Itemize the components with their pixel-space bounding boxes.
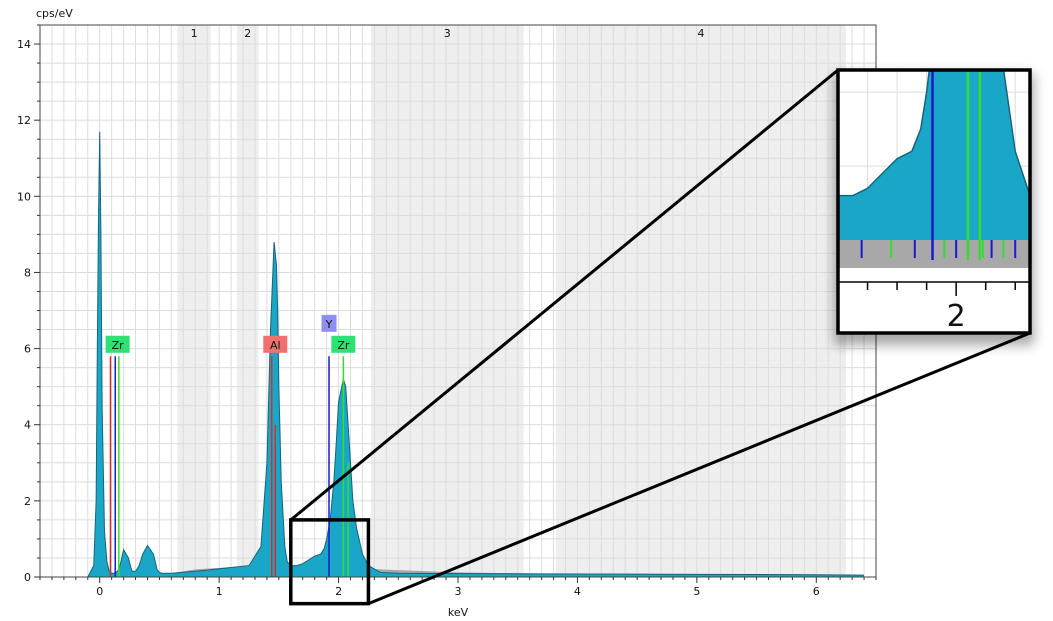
peak-label-box xyxy=(321,314,337,332)
zoom-source-box xyxy=(289,518,371,606)
inset-border xyxy=(836,68,1032,335)
region-band xyxy=(370,25,524,577)
region-label: 1 xyxy=(191,27,198,40)
inset-spectrum-area xyxy=(838,70,1030,240)
region-band xyxy=(555,25,847,577)
inset-tick-label: 2 xyxy=(947,299,966,334)
x-tick-label: 5 xyxy=(693,585,700,598)
y-tick-label: 6 xyxy=(24,343,31,356)
y-axis-label: cps/eV xyxy=(36,7,73,20)
peak-label-box xyxy=(105,335,130,353)
peak-label: Al xyxy=(270,339,281,352)
y-tick-label: 14 xyxy=(17,38,31,51)
zoom-connector xyxy=(289,68,839,522)
region-label: 2 xyxy=(244,27,251,40)
y-tick-label: 0 xyxy=(24,571,31,584)
x-tick-label: 3 xyxy=(455,585,462,598)
x-tick-label: 6 xyxy=(813,585,820,598)
plot-area: 1 2 3 4 Zr Al Y Zr xyxy=(39,24,877,578)
y-tick-label: 12 xyxy=(17,114,31,127)
x-tick-label: 0 xyxy=(96,585,103,598)
spectrum-line xyxy=(87,131,865,577)
region-label: 3 xyxy=(444,27,451,40)
zoom-connector xyxy=(367,331,1031,606)
zoom-callout: 2 xyxy=(289,68,1034,606)
peak-label: Zr xyxy=(337,339,350,352)
peak-label: Zr xyxy=(112,339,125,352)
y-tick-label: 8 xyxy=(24,266,31,279)
y-tick-label: 10 xyxy=(17,190,31,203)
zoom-inset: 2 xyxy=(834,68,1034,345)
x-tick-label: 2 xyxy=(335,585,342,598)
region-label: 4 xyxy=(698,27,705,40)
region-band xyxy=(177,25,211,577)
y-tick-label: 2 xyxy=(24,495,31,508)
x-tick-label: 1 xyxy=(216,585,223,598)
peak-label-box xyxy=(331,335,356,353)
region-band xyxy=(237,25,259,577)
x-tick-label: 4 xyxy=(574,585,581,598)
y-tick-label: 4 xyxy=(24,419,31,432)
peak-label: Y xyxy=(325,318,333,331)
x-axis-label: keV xyxy=(448,606,469,619)
peak-label-box xyxy=(263,335,288,353)
inset-background-fill xyxy=(838,240,1030,268)
